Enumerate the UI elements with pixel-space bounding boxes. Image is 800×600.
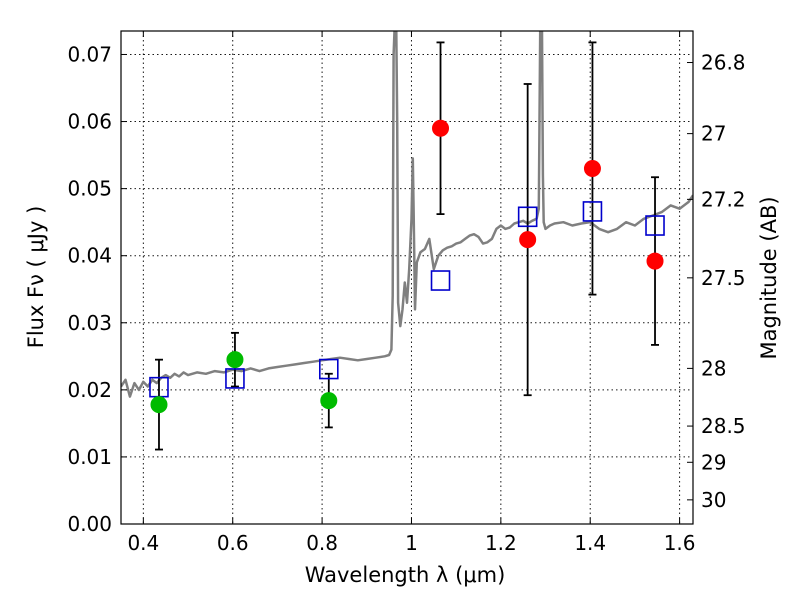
observed-flux-point	[432, 119, 450, 137]
y-axis-title: Flux Fν ( μJy )	[24, 206, 48, 349]
x-tick-label: 1.6	[664, 531, 696, 555]
y-tick-label: 0.04	[67, 244, 112, 268]
y-tick-label: 0.00	[67, 512, 112, 536]
model-sed-curve	[121, 31, 693, 398]
observed-flux-point	[150, 396, 168, 414]
model-photometry-square	[318, 358, 339, 380]
model-photometry-square	[645, 215, 665, 236]
observed-flux-point	[519, 231, 537, 249]
x-tick-label: 1	[405, 531, 418, 555]
y-tick-label: 0.03	[67, 311, 112, 335]
model-photometry-square	[225, 368, 245, 389]
model-photometry-square	[430, 270, 451, 291]
grid	[121, 31, 693, 524]
y-tick-label: 0.06	[67, 110, 112, 134]
mag-tick-label: 27.2	[701, 187, 746, 211]
observed-flux-point	[646, 252, 664, 270]
ticks	[121, 31, 693, 525]
mag-tick-label: 26.8	[701, 51, 746, 75]
y-tick-label: 0.07	[67, 42, 112, 66]
x-tick-label: 0.8	[306, 531, 338, 555]
mag-tick-label: 27.5	[701, 266, 746, 290]
mag-tick-label: 30	[701, 488, 726, 512]
observed-flux-point	[226, 351, 244, 369]
mag-tick-label: 29	[701, 450, 726, 474]
x-axis-title: Wavelength λ (μm)	[305, 563, 506, 587]
mag-tick-label: 28	[701, 356, 726, 380]
y-tick-label: 0.02	[67, 378, 112, 402]
observed-flux-point	[583, 160, 601, 178]
x-tick-label: 0.6	[217, 531, 249, 555]
x-tick-label: 1.4	[574, 531, 606, 555]
model-photometry-square	[582, 201, 603, 222]
model-sed-line	[121, 31, 693, 398]
observed-flux-point	[320, 392, 338, 410]
y-tick-label: 0.01	[67, 445, 112, 469]
mag-tick-label: 27	[701, 122, 726, 146]
tick-labels: 0.4 0.6 0.8 1 1.2 1.4 1.6 0.00 0.01 0.02 0.03 0.04 0…	[67, 42, 745, 555]
x-tick-label: 0.4	[127, 531, 159, 555]
y-tick-label: 0.05	[67, 177, 112, 201]
markers	[149, 119, 665, 414]
x-tick-label: 1.2	[485, 531, 517, 555]
y2-axis-title: Magnitude (AB)	[757, 196, 781, 359]
mag-tick-label: 28.5	[701, 414, 746, 438]
model-photometry-square	[517, 206, 538, 228]
